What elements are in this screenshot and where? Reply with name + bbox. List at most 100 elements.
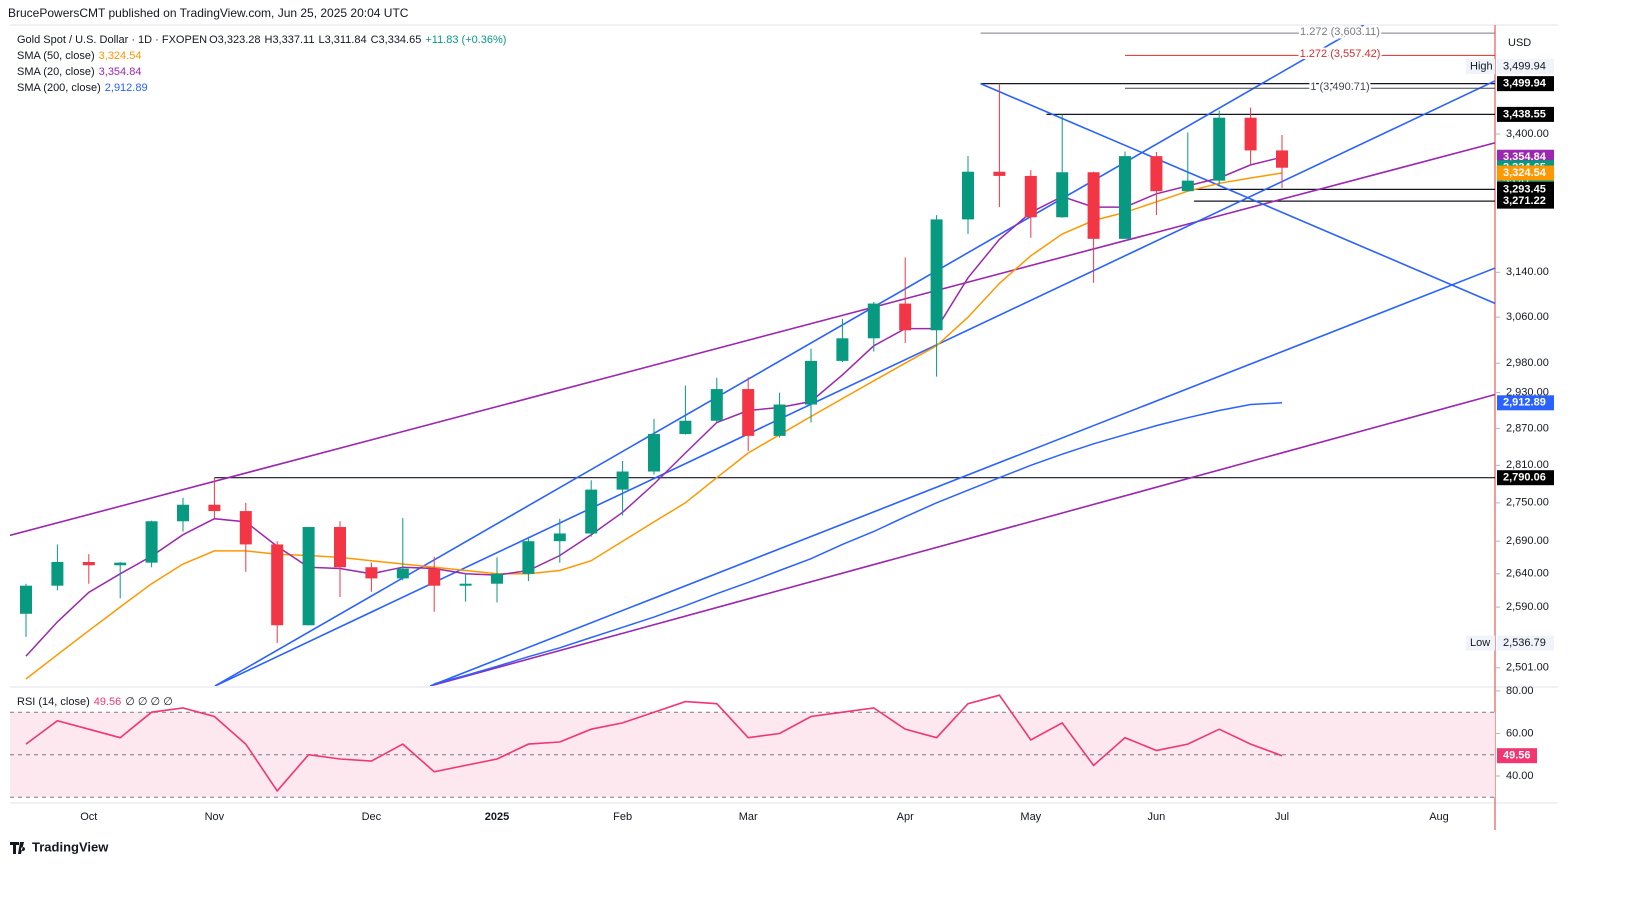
logo <box>10 842 26 854</box>
candle-body <box>742 389 755 436</box>
extreme-badge <box>1497 59 1554 75</box>
ohlc-value: O3,323.28 <box>209 34 260 46</box>
symbol-title: Gold Spot / U.S. Dollar · 1D · FXOPEN <box>17 34 207 46</box>
price-badge <box>1497 193 1554 209</box>
sma-value: 3,354.84 <box>99 66 142 78</box>
overlay: 3,400.003,140.003,060.002,980.002,930.00… <box>17 24 1554 823</box>
candle-body <box>491 573 503 584</box>
x-tick-label: 2025 <box>485 811 509 823</box>
rsi-line <box>25 694 1283 793</box>
extreme-tag: Low <box>1470 637 1490 649</box>
candle-body <box>1181 180 1194 192</box>
rsi-tick-label: 60.00 <box>1506 727 1534 739</box>
candle-body <box>114 562 127 566</box>
x-tick-label: Jun <box>1148 811 1166 823</box>
candle-body <box>271 544 284 626</box>
rsi-flags: ∅ ∅ ∅ ∅ <box>125 696 173 708</box>
trend-line <box>429 393 1495 686</box>
sma-name: SMA (200, close) <box>17 82 101 94</box>
sma-name: SMA (20, close) <box>17 66 95 78</box>
candle-body <box>648 434 660 472</box>
trend-line <box>10 142 1495 537</box>
candle-body <box>428 568 441 586</box>
trend-line <box>214 79 1495 686</box>
candle-body <box>805 360 817 405</box>
trend-line <box>980 82 1495 305</box>
y-tick-label: 2,690.00 <box>1506 535 1549 547</box>
sma-line <box>25 156 1283 657</box>
candle-body <box>334 527 346 568</box>
fib-label: 1.272 (3,557.42) <box>1300 48 1381 60</box>
sma-value: 2,912.89 <box>105 82 148 94</box>
x-tick-label: Oct <box>80 811 97 823</box>
candle-body <box>365 567 378 579</box>
ohlc-value: C3,334.65 <box>371 34 422 46</box>
candle-body <box>1087 172 1100 239</box>
price-badge <box>1497 76 1554 92</box>
candle-body <box>1150 156 1163 192</box>
sma-value: 3,324.54 <box>99 50 142 62</box>
rsi-badge <box>1497 748 1537 764</box>
candle-body <box>1056 172 1069 218</box>
rsi-tick-label: 80.00 <box>1506 685 1534 697</box>
sma-line <box>434 402 1283 685</box>
rsi-value: 49.56 <box>94 696 122 708</box>
fib-label: 1 (3,490.71) <box>1310 81 1369 93</box>
change-value: +11.83 (+0.36%) <box>425 34 506 46</box>
y-tick-label: 2,590.00 <box>1506 601 1549 613</box>
y-tick-label: 3,060.00 <box>1506 311 1549 323</box>
extreme-label: 2,536.79 <box>1503 637 1546 649</box>
candle-body <box>930 219 943 331</box>
candle-body <box>177 504 189 522</box>
rsi-legend: RSI (14, close) 49.56 ∅ ∅ ∅ ∅ <box>17 696 173 708</box>
price-badge-label: 2,790.06 <box>1503 472 1546 484</box>
candle-body <box>962 171 974 220</box>
candle-body <box>836 338 849 361</box>
price-badge-label: 3,293.45 <box>1503 183 1546 195</box>
x-tick-label: Mar <box>739 811 758 823</box>
x-tick-label: Aug <box>1429 811 1449 823</box>
price-badge-label: 3,499.94 <box>1503 78 1547 90</box>
ohlc-value: L3,311.84 <box>318 34 366 46</box>
trend-line <box>429 267 1495 686</box>
extreme-label: 3,499.94 <box>1503 61 1546 73</box>
x-tick-label: May <box>1020 811 1041 823</box>
extreme-tag-bg <box>1466 59 1495 75</box>
price-badge-label: 3,324.54 <box>1503 167 1547 179</box>
fib-label: 1.272 (3,603.11) <box>1300 26 1380 38</box>
candle-body <box>616 471 629 490</box>
x-tick-label: Jul <box>1275 811 1289 823</box>
price-badge <box>1497 181 1554 197</box>
candle-body <box>522 541 535 574</box>
y-tick-label: 2,870.00 <box>1506 422 1549 434</box>
price-badge <box>1497 165 1554 181</box>
candle-body <box>993 171 1006 176</box>
extreme-tag-bg <box>1466 635 1495 651</box>
candle-body <box>20 585 32 614</box>
currency: USD <box>1508 37 1531 49</box>
candle-body <box>1024 175 1037 218</box>
price-pane <box>10 25 1495 686</box>
rsi-badge-label: 49.56 <box>1503 750 1531 762</box>
x-tick-label: Feb <box>613 811 632 823</box>
publish-header: BrucePowersCMT published on TradingView.… <box>8 6 409 20</box>
sma-name: SMA (50, close) <box>17 50 95 62</box>
candle-body <box>585 489 598 534</box>
rsi-tick-label: 40.00 <box>1506 770 1534 782</box>
sma-line <box>25 172 1283 680</box>
candle-body <box>1244 117 1257 151</box>
price-badge-label: 2,912.89 <box>1503 397 1546 409</box>
candle-body <box>82 561 95 566</box>
rsi-pane <box>10 694 1495 798</box>
y-tick-label: 3,400.00 <box>1506 128 1549 140</box>
price-badge <box>1497 470 1554 486</box>
y-tick-label: 3,140.00 <box>1506 266 1549 278</box>
candle-body <box>1276 150 1288 168</box>
candle-body <box>145 521 158 563</box>
extreme-tag: High <box>1470 61 1493 73</box>
candle-body <box>679 420 692 435</box>
candle-body <box>710 389 723 421</box>
candle-body <box>51 561 64 586</box>
legend-sma: SMA (50, close) 3,324.54 <box>17 50 141 62</box>
